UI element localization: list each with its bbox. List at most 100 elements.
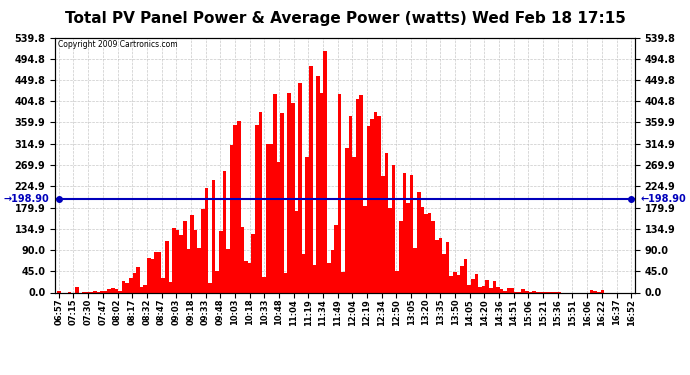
Bar: [291, 103, 295, 292]
Bar: [399, 221, 402, 292]
Bar: [522, 290, 525, 292]
Bar: [449, 276, 453, 292]
Bar: [136, 267, 140, 292]
Bar: [251, 234, 255, 292]
Bar: [186, 249, 190, 292]
Bar: [205, 188, 208, 292]
Bar: [277, 162, 280, 292]
Bar: [165, 242, 168, 292]
Bar: [144, 285, 147, 292]
Bar: [93, 291, 97, 292]
Bar: [460, 266, 464, 292]
Bar: [413, 248, 417, 292]
Bar: [593, 291, 597, 292]
Bar: [147, 258, 150, 292]
Bar: [288, 93, 291, 292]
Bar: [446, 242, 449, 292]
Bar: [140, 287, 144, 292]
Bar: [327, 263, 331, 292]
Bar: [126, 283, 129, 292]
Bar: [511, 288, 514, 292]
Bar: [129, 278, 132, 292]
Bar: [392, 165, 395, 292]
Bar: [75, 287, 79, 292]
Bar: [306, 157, 309, 292]
Bar: [115, 289, 118, 292]
Bar: [168, 282, 172, 292]
Bar: [309, 66, 313, 292]
Bar: [395, 271, 399, 292]
Bar: [525, 291, 529, 292]
Bar: [132, 273, 136, 292]
Text: Total PV Panel Power & Average Power (watts) Wed Feb 18 17:15: Total PV Panel Power & Average Power (wa…: [65, 11, 625, 26]
Bar: [363, 206, 366, 292]
Bar: [158, 252, 161, 292]
Bar: [319, 93, 324, 292]
Bar: [194, 231, 197, 292]
Bar: [410, 176, 413, 292]
Bar: [295, 211, 298, 292]
Bar: [471, 279, 475, 292]
Bar: [417, 192, 421, 292]
Bar: [381, 176, 384, 292]
Bar: [402, 173, 406, 292]
Bar: [457, 275, 460, 292]
Bar: [230, 145, 233, 292]
Bar: [108, 290, 111, 292]
Bar: [475, 274, 478, 292]
Bar: [273, 94, 277, 292]
Bar: [241, 227, 244, 292]
Bar: [334, 225, 338, 292]
Bar: [284, 273, 288, 292]
Bar: [237, 121, 241, 292]
Bar: [348, 116, 352, 292]
Bar: [374, 112, 377, 292]
Bar: [406, 203, 410, 292]
Bar: [244, 261, 248, 292]
Bar: [298, 82, 302, 292]
Bar: [313, 265, 316, 292]
Bar: [489, 288, 493, 292]
Bar: [442, 254, 446, 292]
Bar: [223, 171, 226, 292]
Bar: [532, 291, 536, 292]
Bar: [597, 291, 600, 292]
Bar: [161, 278, 165, 292]
Text: ←198.90: ←198.90: [640, 194, 687, 204]
Bar: [122, 282, 126, 292]
Bar: [190, 215, 194, 292]
Bar: [467, 285, 471, 292]
Bar: [507, 288, 511, 292]
Bar: [179, 236, 183, 292]
Bar: [215, 271, 219, 292]
Bar: [226, 249, 230, 292]
Bar: [100, 291, 104, 292]
Bar: [352, 157, 356, 292]
Bar: [233, 125, 237, 292]
Bar: [255, 125, 259, 292]
Bar: [504, 291, 507, 292]
Bar: [366, 126, 371, 292]
Bar: [266, 144, 269, 292]
Bar: [248, 264, 251, 292]
Bar: [324, 51, 327, 292]
Text: Copyright 2009 Cartronics.com: Copyright 2009 Cartronics.com: [58, 40, 178, 49]
Bar: [150, 259, 154, 292]
Bar: [478, 287, 482, 292]
Bar: [212, 180, 215, 292]
Bar: [431, 221, 435, 292]
Bar: [600, 290, 604, 292]
Bar: [356, 99, 359, 292]
Bar: [176, 230, 179, 292]
Bar: [104, 291, 108, 292]
Bar: [302, 254, 306, 292]
Bar: [118, 291, 122, 292]
Bar: [371, 119, 374, 292]
Bar: [262, 277, 266, 292]
Bar: [493, 281, 496, 292]
Bar: [172, 228, 176, 292]
Bar: [269, 144, 273, 292]
Bar: [208, 283, 212, 292]
Bar: [464, 260, 467, 292]
Bar: [482, 286, 485, 292]
